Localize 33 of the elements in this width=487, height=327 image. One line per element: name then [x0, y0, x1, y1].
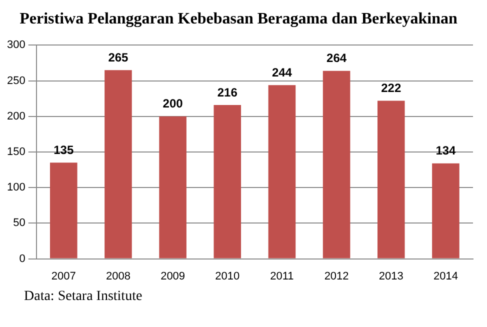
x-tick-label: 2013	[378, 270, 404, 282]
y-tick-label: 0	[19, 252, 26, 265]
y-tick-label: 300	[6, 39, 26, 52]
bar	[268, 85, 296, 258]
data-label: 200	[162, 96, 184, 111]
bar	[322, 70, 350, 258]
y-tick-label: 50	[13, 217, 26, 230]
x-tick-label: 2012	[324, 270, 349, 282]
bar	[50, 162, 78, 258]
y-tick-label: 150	[6, 146, 26, 158]
bar	[377, 100, 405, 258]
y-tick-label: 200	[6, 110, 26, 122]
x-tick-label: 2011	[270, 270, 294, 282]
bar	[432, 163, 460, 258]
chart-title: Peristiwa Pelanggaran Kebebasan Beragama dan Berkeyakinan	[20, 10, 458, 28]
y-tick-label: 100	[6, 182, 26, 194]
bar	[214, 105, 242, 258]
data-label: 222	[381, 81, 402, 96]
data-label: 264	[326, 51, 347, 66]
data-label: 134	[436, 144, 456, 158]
x-tick-label: 2009	[160, 270, 186, 282]
data-label: 216	[217, 85, 238, 100]
data-label: 244	[272, 65, 292, 80]
x-tick-label: 2010	[215, 270, 240, 282]
data-label: 135	[54, 142, 74, 157]
x-tick-label: 2008	[106, 270, 130, 282]
y-tick-label: 250	[6, 74, 26, 87]
x-tick-label: 2007	[51, 270, 76, 282]
text: Data: Setara Institute	[24, 289, 142, 305]
x-tick-label: 2014	[433, 270, 458, 282]
data-label: 265	[108, 50, 129, 64]
bar	[159, 116, 186, 258]
bar	[104, 70, 132, 258]
